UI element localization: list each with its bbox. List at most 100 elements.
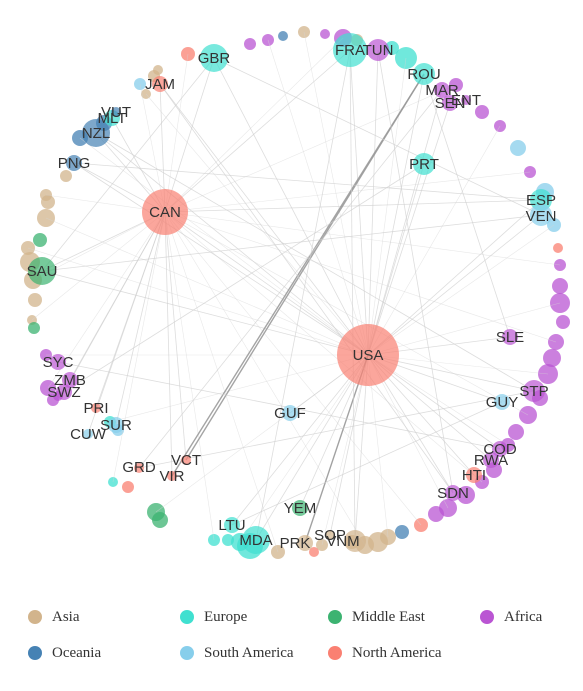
network-node-sop[interactable]	[325, 530, 335, 540]
node-label-ltu: LTU	[218, 517, 245, 534]
network-node-unlabeled	[222, 534, 234, 546]
network-edge-usa-prt	[367, 163, 425, 356]
network-node-cod[interactable]	[492, 441, 508, 457]
network-node-ent[interactable]	[461, 95, 471, 105]
network-node-sau[interactable]	[28, 257, 56, 285]
legend-swatch-south-america	[180, 646, 194, 660]
network-node-rwa[interactable]	[483, 452, 499, 468]
network-edge-usa-ltu	[231, 354, 369, 526]
network-edge-prt-swz	[63, 163, 425, 393]
network-edge-can-fra	[164, 49, 351, 213]
network-node-jam[interactable]	[152, 76, 168, 92]
network-node-unlabeled	[278, 31, 288, 41]
node-label-prk: PRK	[280, 535, 311, 552]
legend-item-south-america[interactable]: South America	[180, 642, 294, 664]
network-edge-ambient	[164, 171, 531, 213]
network-node-rou[interactable]	[413, 63, 435, 85]
node-label-ven: VEN	[526, 208, 557, 225]
node-label-pri: PRI	[83, 400, 108, 417]
network-edge-can-sur	[115, 211, 166, 426]
node-label-rou: ROU	[407, 66, 440, 83]
network-node-sdn[interactable]	[445, 485, 461, 501]
network-node-fra[interactable]	[333, 33, 367, 67]
network-node-tun[interactable]	[367, 39, 389, 61]
edge-layer	[27, 31, 561, 553]
network-node-guy[interactable]	[494, 394, 510, 410]
network-edge-ambient	[164, 211, 279, 553]
network-node-swz[interactable]	[56, 384, 72, 400]
network-node-zmb[interactable]	[62, 372, 78, 388]
network-node-cuw[interactable]	[83, 429, 93, 439]
network-node-unlabeled	[553, 243, 563, 253]
network-edge-usa-png	[73, 162, 369, 356]
network-node-guf[interactable]	[282, 405, 298, 421]
network-node-unlabeled	[475, 105, 489, 119]
network-edge-jam-sdn	[159, 83, 454, 494]
node-label-sle: SLE	[496, 329, 524, 346]
network-node-vct[interactable]	[181, 455, 191, 465]
legend: Asia Europe Middle East Africa Oceania S…	[0, 606, 583, 676]
network-edge-usa-sau	[41, 270, 369, 356]
network-node-hti[interactable]	[466, 467, 482, 483]
node-label-sur: SUR	[100, 417, 132, 434]
network-node-vir[interactable]	[167, 471, 177, 481]
network-node-grd[interactable]	[134, 463, 144, 473]
node-label-png: PNG	[58, 155, 91, 172]
network-edge-ambient	[145, 93, 369, 356]
network-node-gbr[interactable]	[200, 44, 228, 72]
legend-item-north-america[interactable]: North America	[328, 642, 442, 664]
network-node-mda[interactable]	[242, 526, 270, 554]
node-label-zmb: ZMB	[54, 372, 86, 389]
network-edge-usa-ven	[367, 214, 542, 356]
network-node-stp[interactable]	[523, 380, 545, 402]
network-node-pri[interactable]	[91, 403, 101, 413]
network-node-can[interactable]	[142, 189, 188, 235]
network-edge-usa-tun	[367, 49, 379, 356]
network-edge-ambient	[164, 211, 215, 541]
legend-item-europe[interactable]: Europe	[180, 606, 247, 628]
network-node-ltu[interactable]	[224, 517, 240, 533]
network-edge-gbr-sau	[41, 57, 215, 272]
network-node-mar[interactable]	[434, 82, 450, 98]
network-edge-usa-mda	[255, 354, 369, 541]
network-node-sur[interactable]	[108, 417, 124, 433]
network-node-prk[interactable]	[297, 535, 313, 551]
node-label-yem: YEM	[284, 500, 317, 517]
network-node-sen[interactable]	[442, 95, 458, 111]
network-node-yem[interactable]	[292, 500, 308, 516]
network-node-prt[interactable]	[413, 153, 435, 175]
network-edge-ambient	[164, 211, 366, 546]
network-node-syc[interactable]	[50, 354, 66, 370]
network-edge-ven-sau	[41, 214, 542, 272]
legend-item-middle-east[interactable]: Middle East	[328, 606, 425, 628]
network-node-nzl[interactable]	[82, 119, 110, 147]
network-node-vut[interactable]	[111, 107, 121, 117]
network-node-vnm[interactable]	[344, 530, 366, 552]
legend-item-oceania[interactable]: Oceania	[28, 642, 101, 664]
network-edge-ambient	[367, 224, 555, 356]
network-edge-fra-vnm	[349, 49, 356, 542]
legend-item-africa[interactable]: Africa	[480, 606, 542, 628]
network-node-ven[interactable]	[530, 204, 552, 226]
node-label-tun: TUN	[363, 42, 394, 59]
network-node-unlabeled	[309, 547, 319, 557]
network-edge-vir-rou	[171, 73, 425, 477]
network-node-png[interactable]	[66, 155, 82, 171]
network-edge-usa-gbr	[213, 57, 369, 356]
network-edge-ambient	[164, 211, 557, 343]
network-edge-can-gbr	[164, 57, 215, 213]
node-label-prt: PRT	[409, 156, 439, 173]
network-edge-ambient	[267, 39, 369, 356]
legend-label-south-america: South America	[204, 644, 294, 661]
network-node-usa[interactable]	[337, 324, 399, 386]
network-node-unlabeled	[28, 293, 42, 307]
network-edge-usa-sen	[367, 102, 451, 356]
legend-item-asia[interactable]: Asia	[28, 606, 80, 628]
network-node-sle[interactable]	[502, 329, 518, 345]
legend-label-africa: Africa	[504, 608, 543, 625]
network-edge-ambient	[112, 211, 166, 483]
node-label-fra: FRA	[335, 42, 365, 59]
legend-label-north-america: North America	[352, 644, 442, 661]
